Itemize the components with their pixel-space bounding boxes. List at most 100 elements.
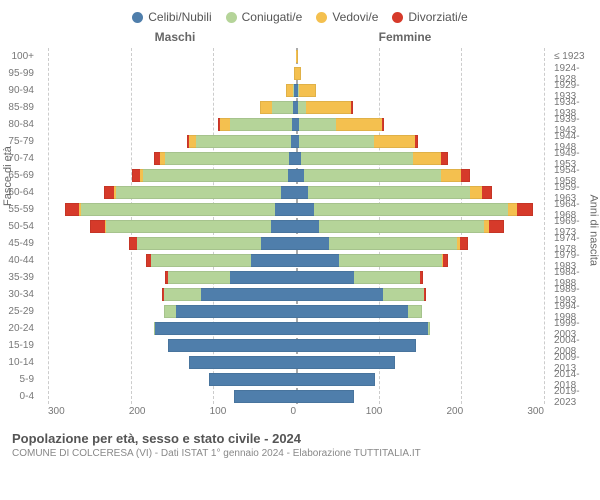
segment xyxy=(299,135,373,148)
bar-male xyxy=(48,135,296,148)
segment xyxy=(286,84,293,97)
age-label: 25-29 xyxy=(0,306,40,317)
segment xyxy=(129,237,137,250)
segment xyxy=(301,152,413,165)
age-label: 5-9 xyxy=(0,374,40,385)
pyramid-row: 65-691954-1958 xyxy=(48,167,544,184)
segment xyxy=(296,237,329,250)
legend-item: Divorziati/e xyxy=(392,10,467,24)
bar-female xyxy=(296,169,544,182)
bar-male xyxy=(48,203,296,216)
bar-female xyxy=(296,50,544,63)
bar-female xyxy=(296,254,544,267)
legend-label: Vedovi/e xyxy=(332,10,378,24)
segment xyxy=(165,152,289,165)
segment xyxy=(413,152,442,165)
segment xyxy=(296,169,304,182)
segment xyxy=(90,220,105,233)
segment xyxy=(460,237,468,250)
pyramid-row: 15-192004-2008 xyxy=(48,337,544,354)
legend-swatch xyxy=(226,12,237,23)
segment xyxy=(296,373,375,386)
age-label: 70-74 xyxy=(0,153,40,164)
x-tick: 200 xyxy=(447,406,464,417)
segment xyxy=(81,203,275,216)
segment xyxy=(489,220,504,233)
segment xyxy=(164,288,201,301)
segment xyxy=(201,288,296,301)
x-tick: 300 xyxy=(48,406,65,417)
bar-male xyxy=(48,186,296,199)
bar-male xyxy=(48,67,296,80)
bar-male xyxy=(48,101,296,114)
bar-female xyxy=(296,305,544,318)
segment xyxy=(319,220,484,233)
pyramid-row: 55-591964-1968 xyxy=(48,201,544,218)
age-label: 40-44 xyxy=(0,255,40,266)
bar-male xyxy=(48,118,296,131)
bar-male xyxy=(48,390,296,403)
segment xyxy=(168,271,230,284)
pyramid-row: 90-941929-1933 xyxy=(48,82,544,99)
bar-male xyxy=(48,322,296,335)
pyramid-row: 40-441979-1983 xyxy=(48,252,544,269)
segment xyxy=(155,322,296,335)
segment xyxy=(383,288,424,301)
segment xyxy=(424,288,426,301)
segment xyxy=(443,254,448,267)
x-axis-left: 3002001000 xyxy=(48,406,296,417)
bar-male xyxy=(48,288,296,301)
segment xyxy=(299,118,336,131)
grid-line xyxy=(544,48,545,404)
bar-male xyxy=(48,356,296,369)
segment xyxy=(508,203,516,216)
segment xyxy=(289,152,296,165)
segment xyxy=(308,186,469,199)
pyramid-row: 70-741949-1953 xyxy=(48,150,544,167)
segment xyxy=(65,203,80,216)
legend-swatch xyxy=(132,12,143,23)
pyramid-row: 95-991924-1928 xyxy=(48,65,544,82)
age-label: 80-84 xyxy=(0,119,40,130)
segment xyxy=(168,339,296,352)
age-label: 45-49 xyxy=(0,238,40,249)
gender-labels: Maschi Femmine xyxy=(0,30,600,48)
segment xyxy=(374,135,415,148)
segment xyxy=(296,220,319,233)
bar-female xyxy=(296,356,544,369)
pyramid-row: 85-891934-1938 xyxy=(48,99,544,116)
birth-label: 2019-2023 xyxy=(548,386,600,408)
segment xyxy=(517,203,534,216)
bar-female xyxy=(296,84,544,97)
segment xyxy=(234,390,296,403)
segment xyxy=(272,101,293,114)
segment xyxy=(137,237,261,250)
segment xyxy=(351,101,353,114)
birth-label: ≤ 1923 xyxy=(548,51,600,62)
segment xyxy=(132,169,140,182)
chart-title: Popolazione per età, sesso e stato civil… xyxy=(12,431,588,446)
segment xyxy=(428,322,430,335)
segment xyxy=(104,186,114,199)
chart-subtitle: COMUNE DI COLCERESA (VI) - Dati ISTAT 1°… xyxy=(12,448,588,459)
age-label: 90-94 xyxy=(0,85,40,96)
segment xyxy=(296,50,298,63)
bar-female xyxy=(296,203,544,216)
age-label: 60-64 xyxy=(0,187,40,198)
pyramid-row: 20-241999-2003 xyxy=(48,320,544,337)
segment xyxy=(296,305,408,318)
legend-label: Celibi/Nubili xyxy=(148,10,211,24)
bar-male xyxy=(48,152,296,165)
bar-female xyxy=(296,288,544,301)
pyramid-row: 75-791944-1948 xyxy=(48,133,544,150)
segment xyxy=(296,288,383,301)
segment xyxy=(143,169,288,182)
age-label: 0-4 xyxy=(0,391,40,402)
age-label: 100+ xyxy=(0,51,40,62)
age-label: 20-24 xyxy=(0,323,40,334)
segment xyxy=(271,220,296,233)
segment xyxy=(288,169,296,182)
segment xyxy=(415,135,418,148)
x-tick: 100 xyxy=(210,406,227,417)
bar-female xyxy=(296,152,544,165)
